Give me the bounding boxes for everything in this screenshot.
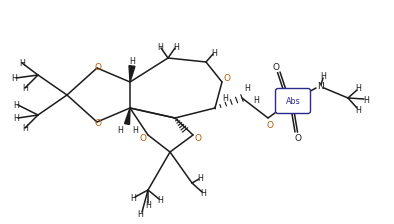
Text: H: H: [173, 43, 179, 52]
Text: O: O: [139, 134, 147, 142]
FancyBboxPatch shape: [275, 88, 310, 114]
Text: O: O: [294, 134, 301, 142]
Text: H: H: [145, 200, 151, 209]
Text: H: H: [13, 101, 19, 110]
Polygon shape: [125, 108, 130, 125]
Text: H: H: [11, 73, 17, 82]
Text: H: H: [22, 84, 28, 93]
Text: H: H: [157, 43, 163, 52]
Text: H: H: [130, 194, 136, 202]
Text: H: H: [222, 93, 228, 103]
Text: O: O: [223, 73, 230, 82]
Text: H: H: [253, 95, 259, 105]
Text: H: H: [197, 174, 203, 183]
Polygon shape: [129, 66, 135, 82]
Text: H: H: [13, 114, 19, 123]
Text: O: O: [95, 118, 102, 127]
Text: O: O: [195, 134, 201, 142]
Text: H: H: [355, 106, 361, 114]
Text: H: H: [355, 84, 361, 93]
Text: H: H: [132, 125, 138, 134]
Text: O: O: [95, 62, 102, 71]
Text: H: H: [320, 71, 326, 80]
Text: O: O: [266, 121, 273, 129]
Text: H: H: [137, 209, 143, 218]
Text: H: H: [129, 56, 135, 65]
Text: O: O: [273, 62, 279, 71]
Text: H: H: [363, 95, 369, 105]
Text: H: H: [244, 84, 250, 93]
Text: N: N: [318, 82, 324, 90]
Text: Abs: Abs: [286, 97, 300, 106]
Text: H: H: [200, 189, 206, 198]
Text: H: H: [22, 123, 28, 133]
Text: H: H: [211, 49, 217, 58]
Text: H: H: [117, 125, 123, 134]
Text: H: H: [157, 196, 163, 205]
Text: H: H: [19, 58, 25, 67]
